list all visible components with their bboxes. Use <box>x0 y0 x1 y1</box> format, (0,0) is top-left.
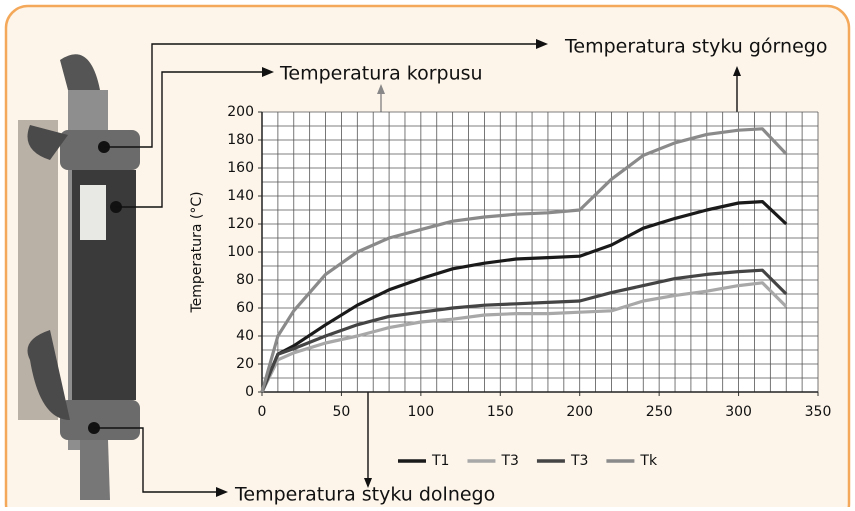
y-tick-label: 0 <box>245 384 254 400</box>
chart: Temperatura styku górnego Temperatura ko… <box>0 0 855 507</box>
legend-label: T3 <box>570 453 588 469</box>
x-tick-label: 50 <box>333 404 351 420</box>
y-tick-label: 120 <box>227 216 254 232</box>
y-tick-label: 80 <box>236 272 254 288</box>
legend-label: Tk <box>639 453 658 469</box>
x-tick-label: 250 <box>646 404 673 420</box>
annotation: Temperatura styku dolnego <box>234 484 495 506</box>
legend-label: T1 <box>431 453 449 469</box>
annotation: Temperatura korpusu <box>279 63 483 85</box>
x-tick-label: 100 <box>407 404 434 420</box>
legend-label: T3 <box>500 453 518 469</box>
y-tick-label: 100 <box>227 244 254 260</box>
x-tick-label: 300 <box>725 404 752 420</box>
x-tick-label: 0 <box>258 404 267 420</box>
y-tick-label: 40 <box>236 328 254 344</box>
x-tick-label: 200 <box>566 404 593 420</box>
y-tick-label: 20 <box>236 356 254 372</box>
y-tick-label: 200 <box>227 104 254 120</box>
annotation: Temperatura styku górnego <box>564 36 827 58</box>
y-tick-label: 160 <box>227 160 254 176</box>
y-tick-label: 60 <box>236 300 254 316</box>
y-axis-label: Temperatura (°C) <box>189 191 205 313</box>
y-tick-label: 180 <box>227 132 254 148</box>
x-tick-label: 150 <box>487 404 514 420</box>
y-tick-label: 140 <box>227 188 254 204</box>
x-tick-label: 350 <box>805 404 832 420</box>
